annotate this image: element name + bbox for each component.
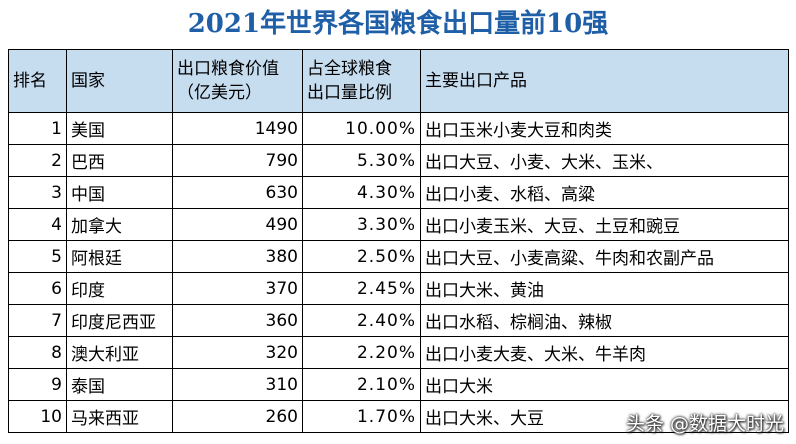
share-cell: 2.10% [302,368,421,401]
country-cell: 泰国 [66,368,173,401]
value-cell: 380 [172,240,303,273]
value-cell: 630 [172,176,303,209]
table-row: 8 澳大利亚 320 2.20% 出口小麦大麦、大米、牛羊肉 [8,336,789,369]
header-row: 排名 国家 出口粮食价值 （亿美元） 占全球粮食 出口量比例 主要出口产品 [8,49,789,113]
share-cell: 4.30% [302,176,421,209]
page-title: 2021年世界各国粮食出口量前10强 [187,9,609,39]
country-cell: 加拿大 [66,208,173,241]
rank-cell: 10 [8,400,67,433]
header-share-line2: 出口量比例 [307,83,392,103]
table-row: 9 泰国 310 2.10% 出口大米 [8,368,789,401]
header-share: 占全球粮食 出口量比例 [302,49,421,113]
header-country: 国家 [66,49,173,113]
country-cell: 印度 [66,272,173,305]
products-cell: 出口大米、大豆 [420,400,789,433]
value-cell: 1490 [172,112,303,145]
country-cell: 美国 [66,112,173,145]
rank-cell: 7 [8,304,67,337]
table-row: 5 阿根廷 380 2.50% 出口大豆、小麦高粱、牛肉和农副产品 [8,240,789,273]
table-row: 4 加拿大 490 3.30% 出口小麦玉米、大豆、土豆和豌豆 [8,208,789,241]
table-row: 1 美国 1490 10.00% 出口玉米小麦大豆和肉类 [8,112,789,145]
country-cell: 阿根廷 [66,240,173,273]
table-row: 6 印度 370 2.45% 出口大米、黄油 [8,272,789,305]
products-cell: 出口水稻、棕榈油、辣椒 [420,304,789,337]
table-row: 2 巴西 790 5.30% 出口大豆、小麦、大米、玉米、 [8,144,789,177]
share-cell: 2.40% [302,304,421,337]
table-row: 3 中国 630 4.30% 出口小麦、水稻、高粱 [8,176,789,209]
share-cell: 2.20% [302,336,421,369]
country-cell: 巴西 [66,144,173,177]
value-cell: 310 [172,368,303,401]
rank-cell: 8 [8,336,67,369]
products-cell: 出口小麦、水稻、高粱 [420,176,789,209]
rank-cell: 1 [8,112,67,145]
header-value-line2: （亿美元） [177,83,262,103]
value-cell: 490 [172,208,303,241]
watermark: 头条 @数据大时光 [625,413,784,435]
share-cell: 3.30% [302,208,421,241]
share-cell: 10.00% [302,112,421,145]
header-value: 出口粮食价值 （亿美元） [172,49,303,113]
rank-cell: 3 [8,176,67,209]
share-cell: 2.45% [302,272,421,305]
products-cell: 出口小麦大麦、大米、牛羊肉 [420,336,789,369]
value-cell: 320 [172,336,303,369]
country-cell: 印度尼西亚 [66,304,173,337]
value-cell: 260 [172,400,303,433]
rank-cell: 6 [8,272,67,305]
value-cell: 360 [172,304,303,337]
products-cell: 出口大米 [420,368,789,401]
table-row: 10 马来西亚 260 1.70% 出口大米、大豆 [8,400,789,433]
rank-cell: 2 [8,144,67,177]
value-cell: 370 [172,272,303,305]
export-table: 排名 国家 出口粮食价值 （亿美元） 占全球粮食 出口量比例 主要出口产品 1 … [8,49,789,433]
header-products: 主要出口产品 [420,49,789,113]
products-cell: 出口小麦玉米、大豆、土豆和豌豆 [420,208,789,241]
rank-cell: 4 [8,208,67,241]
country-cell: 马来西亚 [66,400,173,433]
products-cell: 出口大豆、小麦高粱、牛肉和农副产品 [420,240,789,273]
header-share-line1: 占全球粮食 [307,59,392,79]
header-value-line1: 出口粮食价值 [177,59,279,79]
products-cell: 出口玉米小麦大豆和肉类 [420,112,789,145]
table-row: 7 印度尼西亚 360 2.40% 出口水稻、棕榈油、辣椒 [8,304,789,337]
share-cell: 5.30% [302,144,421,177]
header-rank: 排名 [8,49,67,113]
products-cell: 出口大米、黄油 [420,272,789,305]
products-cell: 出口大豆、小麦、大米、玉米、 [420,144,789,177]
rank-cell: 5 [8,240,67,273]
value-cell: 790 [172,144,303,177]
country-cell: 澳大利亚 [66,336,173,369]
rank-cell: 9 [8,368,67,401]
country-cell: 中国 [66,176,173,209]
share-cell: 1.70% [302,400,421,433]
share-cell: 2.50% [302,240,421,273]
